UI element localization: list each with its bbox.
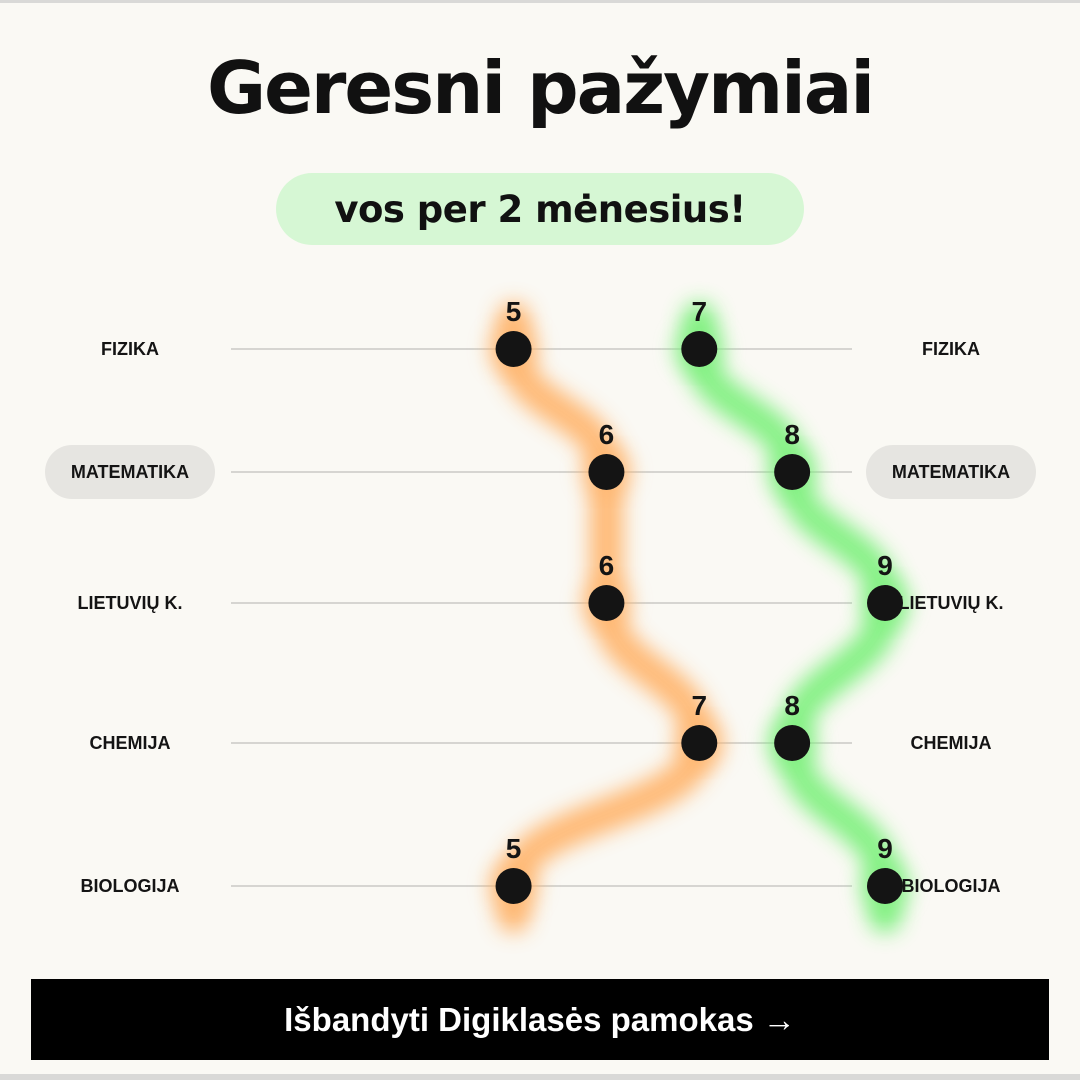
grade-dot-chemija-2	[774, 725, 811, 761]
grade-dot-matematika-1	[588, 454, 625, 490]
grade-dot-lietuviu-k-1	[588, 585, 625, 621]
subject-label-right-lietuviu-k: LIETUVIŲ K.	[898, 592, 1004, 613]
grade-dot-fizika-1	[495, 331, 532, 367]
grade-label-chemija-1: 7	[691, 690, 707, 721]
subject-label-left-biologija: BIOLOGIJA	[80, 875, 180, 896]
grade-label-matematika-1: 6	[599, 419, 615, 450]
grade-dot-matematika-2	[774, 454, 811, 490]
grade-label-chemija-2: 8	[784, 690, 800, 721]
page-subtitle: vos per 2 mėnesius!	[334, 187, 746, 231]
grade-dot-lietuviu-k-2	[867, 585, 903, 621]
subject-label-right-fizika: FIZIKA	[922, 338, 980, 359]
grade-dots	[495, 331, 903, 904]
grade-label-lietuviu-k-2: 9	[877, 550, 893, 581]
grade-label-biologija-2: 9	[877, 833, 893, 864]
subject-label-left-fizika: FIZIKA	[101, 338, 159, 359]
subject-label-right-biologija: BIOLOGIJA	[901, 875, 1001, 896]
page-title: Geresni pažymiai	[206, 46, 875, 130]
grade-dot-fizika-2	[681, 331, 718, 367]
grade-dot-biologija-1	[495, 868, 532, 904]
grade-label-biologija-1: 5	[506, 833, 522, 864]
series-line-2	[682, 302, 902, 933]
subject-label-right-matematika: MATEMATIKA	[866, 445, 1036, 499]
grade-label-fizika-1: 5	[506, 296, 522, 327]
subtitle-pill: vos per 2 mėnesius!	[276, 173, 804, 245]
glow-lines	[487, 302, 911, 933]
grade-label-lietuviu-k-1: 6	[599, 550, 615, 581]
grade-label-fizika-2: 7	[691, 296, 707, 327]
grade-value-labels: 5 6 6 7 5 7 8 9 8 9	[506, 296, 893, 864]
grade-dot-biologija-2	[867, 868, 903, 904]
row-lines	[231, 348, 852, 887]
subject-label-left-chemija: CHEMIJA	[89, 732, 171, 753]
try-lessons-button[interactable]: Išbandyti Digiklasės pamokas →	[31, 979, 1049, 1060]
series-line-1	[496, 302, 717, 933]
grade-dot-chemija-1	[681, 725, 718, 761]
grade-label-matematika-2: 8	[784, 419, 800, 450]
try-lessons-label: Išbandyti Digiklasės pamokas →	[284, 1000, 796, 1038]
subject-label-right-chemija: CHEMIJA	[910, 732, 992, 753]
subject-label-left-lietuviu-k: LIETUVIŲ K.	[77, 592, 183, 613]
subject-label-left-matematika: MATEMATIKA	[45, 445, 215, 499]
